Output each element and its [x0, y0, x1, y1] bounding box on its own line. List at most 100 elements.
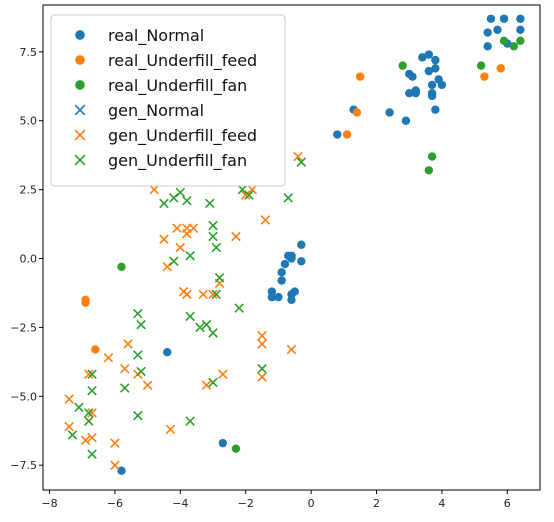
x-tick-label: 0	[308, 497, 315, 510]
data-point	[257, 372, 267, 382]
data-point	[84, 416, 94, 426]
data-point	[64, 394, 74, 404]
data-point	[516, 14, 525, 23]
data-point	[290, 287, 299, 296]
data-point	[119, 363, 130, 374]
legend-label: real_Underfill_feed	[108, 51, 257, 71]
data-point	[117, 262, 126, 271]
data-point	[342, 130, 352, 139]
x-tick-label: −8	[41, 497, 57, 510]
data-point	[257, 339, 267, 349]
data-point	[293, 151, 303, 162]
data-point	[133, 308, 143, 319]
data-point	[427, 80, 437, 90]
data-point	[208, 328, 218, 338]
data-point	[287, 254, 296, 263]
legend-entry: real_Normal	[75, 26, 204, 46]
data-point	[182, 289, 192, 300]
data-point	[208, 289, 218, 300]
y-tick-label: −7.5	[10, 459, 37, 472]
legend-label: real_Underfill_fan	[108, 76, 247, 96]
data-point	[87, 386, 97, 396]
data-point	[110, 460, 120, 470]
data-point	[214, 273, 225, 283]
data-point	[483, 42, 492, 51]
data-point	[110, 438, 120, 448]
data-point	[123, 339, 133, 349]
series-real_Underfill_feed	[81, 64, 505, 354]
data-point	[211, 289, 222, 300]
data-point	[280, 259, 290, 269]
data-point	[231, 231, 241, 242]
x-tick-label: 6	[504, 497, 511, 510]
data-point	[424, 50, 434, 59]
y-tick-label: −2.5	[10, 321, 37, 334]
data-point	[91, 345, 100, 354]
legend-marker	[75, 80, 85, 90]
data-point	[476, 61, 486, 70]
data-point	[411, 88, 420, 98]
x-tick-label: 2	[373, 497, 380, 510]
legend-entry: gen_Underfill_feed	[74, 126, 257, 146]
data-point	[84, 369, 94, 380]
data-point	[87, 369, 97, 380]
data-point	[483, 28, 492, 37]
data-point	[385, 108, 394, 117]
legend-marker	[74, 129, 86, 141]
data-point	[195, 322, 205, 333]
data-point	[133, 350, 143, 360]
data-point	[480, 72, 489, 81]
data-point	[169, 256, 179, 267]
data-point	[274, 292, 283, 302]
y-tick-label: 7.5	[20, 46, 38, 59]
legend-marker	[75, 30, 85, 40]
data-point	[516, 25, 525, 35]
data-point	[296, 157, 307, 167]
y-tick-label: −5.0	[10, 390, 37, 403]
data-point	[234, 303, 244, 313]
data-point	[431, 55, 440, 65]
data-point	[418, 53, 427, 62]
data-point	[201, 319, 212, 330]
legend-marker	[75, 55, 85, 65]
y-tick-label: 2.5	[20, 184, 38, 197]
series-real_Normal	[117, 14, 525, 475]
x-tick-label: −2	[238, 497, 254, 510]
data-point	[142, 380, 153, 391]
series-real_Underfill_fan	[117, 36, 525, 453]
data-point	[499, 36, 509, 46]
data-point	[87, 408, 97, 418]
data-point	[185, 416, 195, 426]
legend-entry: real_Underfill_fan	[75, 76, 247, 96]
data-point	[499, 14, 509, 23]
data-point	[355, 72, 365, 81]
data-point	[211, 242, 222, 253]
data-point	[201, 380, 212, 391]
data-point	[516, 36, 525, 46]
legend-label: gen_Underfill_feed	[108, 126, 257, 146]
series-gen_Underfill_fan	[67, 157, 307, 459]
data-point	[169, 193, 179, 203]
legend-frame	[50, 14, 286, 187]
data-point	[260, 215, 271, 225]
data-point	[133, 410, 143, 421]
data-point	[64, 421, 74, 432]
data-point	[80, 435, 91, 446]
data-point	[286, 344, 297, 355]
legend-marker	[74, 154, 86, 166]
data-point	[175, 242, 186, 253]
data-point	[172, 223, 182, 233]
data-point	[333, 130, 342, 139]
data-point	[218, 438, 228, 448]
legend-entry: gen_Underfill_fan	[74, 151, 247, 171]
y-axis: −7.5 −5.0 −2.5 0.0 2.5 5.0 7.5	[10, 46, 43, 472]
data-point	[431, 64, 440, 73]
data-point	[244, 190, 254, 200]
x-tick-label: −6	[107, 497, 123, 510]
data-point	[509, 42, 519, 51]
data-point	[84, 408, 94, 418]
data-point	[87, 449, 97, 459]
legend-entries: real_Normal real_Underfill_feed real_Under…	[74, 26, 257, 171]
legend: real_Normal real_Underfill_feed real_Under…	[50, 14, 286, 187]
